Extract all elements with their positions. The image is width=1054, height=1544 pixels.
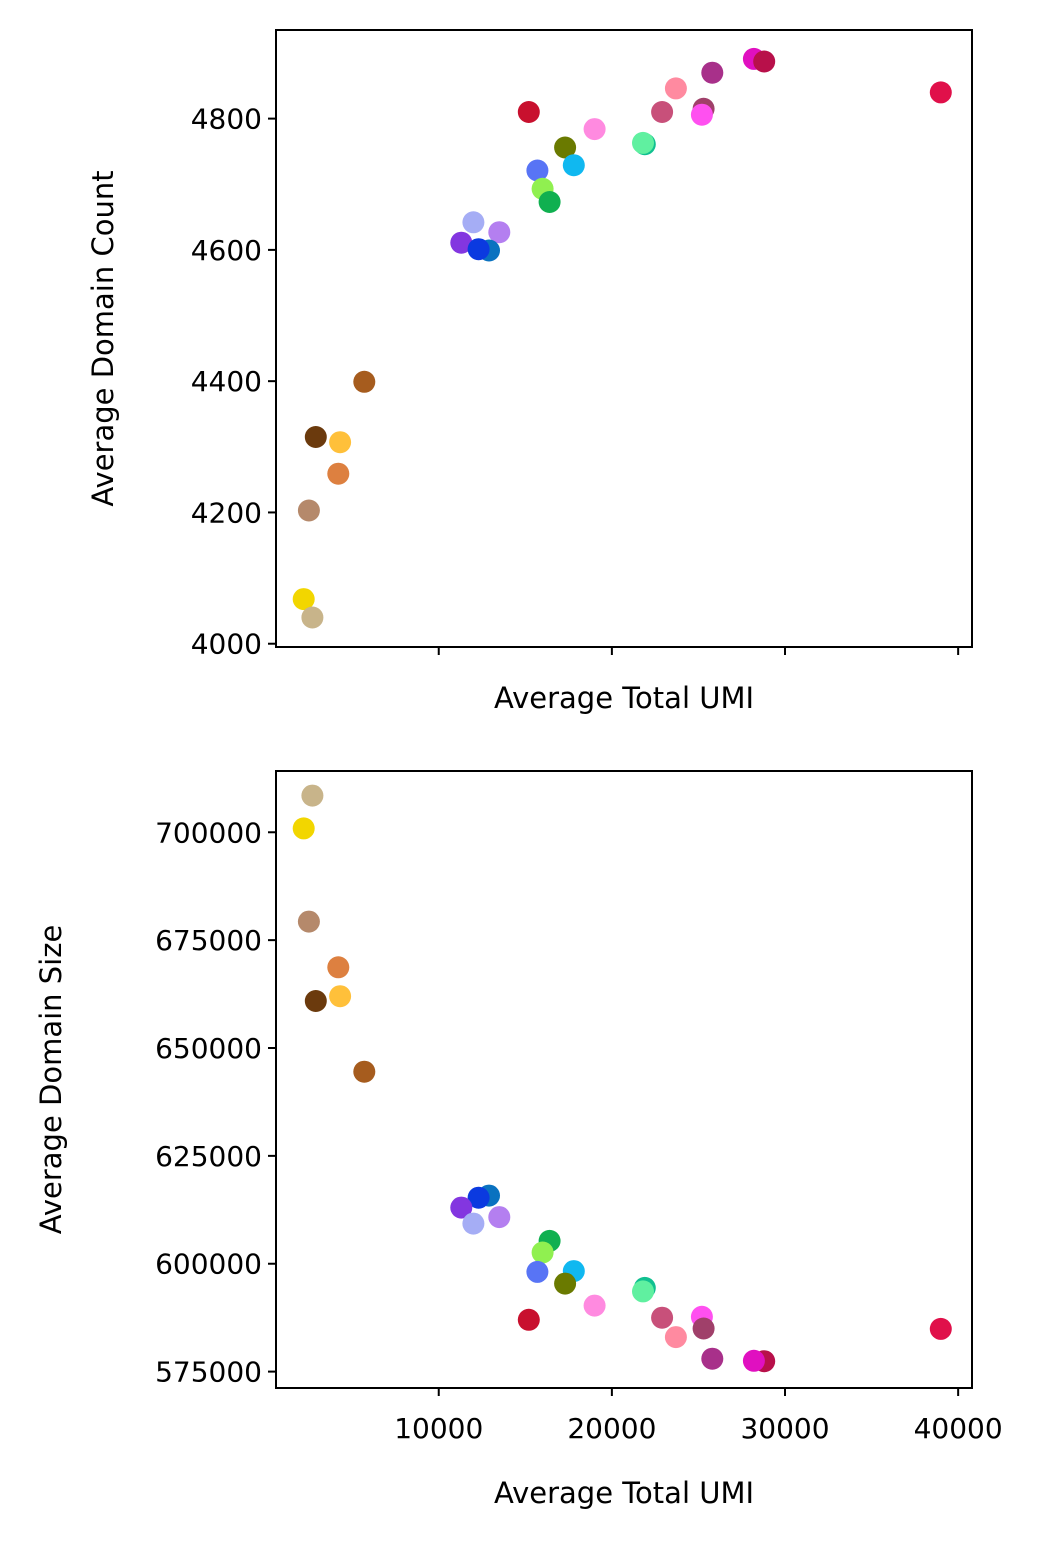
x-axis-domain-count (437, 647, 960, 655)
point-domain-count-16 (554, 136, 577, 159)
point-domain-size-21 (651, 1306, 674, 1329)
points-domain-size (292, 784, 952, 1373)
point-domain-size-14 (526, 1260, 549, 1283)
panel-domain-size: 575000 600000 625000 650000 675000 700000 100… (34, 770, 1003, 1510)
point-domain-count-18 (583, 118, 606, 141)
point-domain-count-6 (353, 370, 376, 393)
point-domain-size-8 (467, 1186, 490, 1209)
point-domain-count-0 (292, 588, 315, 611)
point-domain-size-16 (554, 1272, 577, 1295)
point-domain-size-6 (353, 1060, 376, 1083)
point-domain-size-26 (701, 1347, 724, 1370)
point-domain-count-1 (301, 606, 324, 629)
y-tick-label-domain-size-3: 650000 (155, 1032, 262, 1065)
point-domain-count-15 (538, 191, 561, 213)
point-domain-size-0 (301, 784, 324, 807)
y-tick-label-domain-size-2: 625000 (155, 1140, 262, 1173)
point-domain-count-28 (929, 81, 952, 104)
point-domain-count-17 (562, 154, 585, 177)
point-domain-count-27 (753, 50, 776, 73)
point-domain-count-4 (329, 431, 352, 454)
point-domain-count-25 (701, 61, 724, 84)
point-domain-size-4 (329, 985, 352, 1008)
plot-frame-domain-size (275, 770, 973, 1389)
point-domain-size-10 (488, 1206, 511, 1229)
point-domain-size-25 (929, 1317, 952, 1340)
point-domain-size-20 (517, 1308, 540, 1331)
point-domain-size-1 (292, 817, 315, 840)
panel-domain-count: 4000 4200 4400 4600 4800 Average Total UMI A… (86, 29, 973, 715)
plot-frame-domain-count (275, 29, 973, 648)
x-tick-label-domain-size-2: 30000 (740, 1412, 829, 1445)
x-tick-label-domain-size-3: 40000 (914, 1412, 1003, 1445)
point-domain-count-9 (488, 221, 511, 244)
point-domain-size-5 (304, 990, 327, 1012)
point-domain-count-8 (462, 211, 485, 234)
point-domain-size-9 (450, 1196, 473, 1219)
point-domain-size-2 (297, 910, 320, 933)
y-tick-label-domain-size-0: 575000 (155, 1356, 262, 1389)
y-tick-label-domain-count-4: 4800 (191, 103, 262, 136)
y-tick-label-domain-count-1: 4200 (191, 496, 262, 529)
point-domain-size-11 (462, 1212, 485, 1235)
y-axis-label-domain-count: Average Domain Count (86, 170, 120, 506)
point-domain-count-5 (327, 462, 350, 485)
point-domain-count-20 (632, 131, 654, 154)
point-domain-size-28 (742, 1349, 765, 1372)
x-axis-label-domain-count: Average Total UMI (494, 681, 754, 715)
point-domain-count-13 (526, 159, 549, 182)
y-axis-label-domain-size: Average Domain Size (34, 925, 68, 1235)
point-domain-count-11 (467, 238, 490, 261)
y-tick-label-domain-size-5: 700000 (155, 816, 262, 849)
y-tick-label-domain-count-3: 4600 (191, 234, 262, 267)
point-domain-size-3 (327, 956, 350, 979)
point-domain-count-2 (297, 499, 320, 522)
point-domain-count-22 (664, 77, 687, 100)
y-tick-label-domain-count-0: 4000 (191, 628, 262, 661)
point-domain-size-23 (692, 1317, 715, 1340)
point-domain-count-21 (651, 101, 674, 123)
y-tick-label-domain-size-4: 675000 (155, 924, 262, 957)
points-domain-count (292, 47, 952, 629)
x-axis-domain-size: 10000 20000 30000 40000 (394, 1388, 1003, 1445)
point-domain-size-24 (664, 1326, 687, 1349)
y-axis-domain-size: 575000 600000 625000 650000 675000 700000 (155, 816, 276, 1389)
x-tick-label-domain-size-0: 10000 (394, 1412, 483, 1445)
y-tick-label-domain-size-1: 600000 (155, 1248, 262, 1281)
point-domain-size-19 (583, 1294, 606, 1317)
y-axis-domain-count: 4000 4200 4400 4600 4800 (191, 103, 276, 661)
x-tick-label-domain-size-1: 20000 (567, 1412, 656, 1445)
point-domain-count-3 (304, 426, 327, 448)
point-domain-size-13 (531, 1241, 554, 1264)
point-domain-size-18 (632, 1280, 654, 1303)
x-axis-label-domain-size: Average Total UMI (494, 1476, 754, 1510)
point-domain-count-12 (517, 101, 540, 123)
point-domain-count-24 (690, 103, 713, 126)
y-tick-label-domain-count-2: 4400 (191, 365, 262, 398)
point-domain-count-7 (450, 231, 473, 254)
